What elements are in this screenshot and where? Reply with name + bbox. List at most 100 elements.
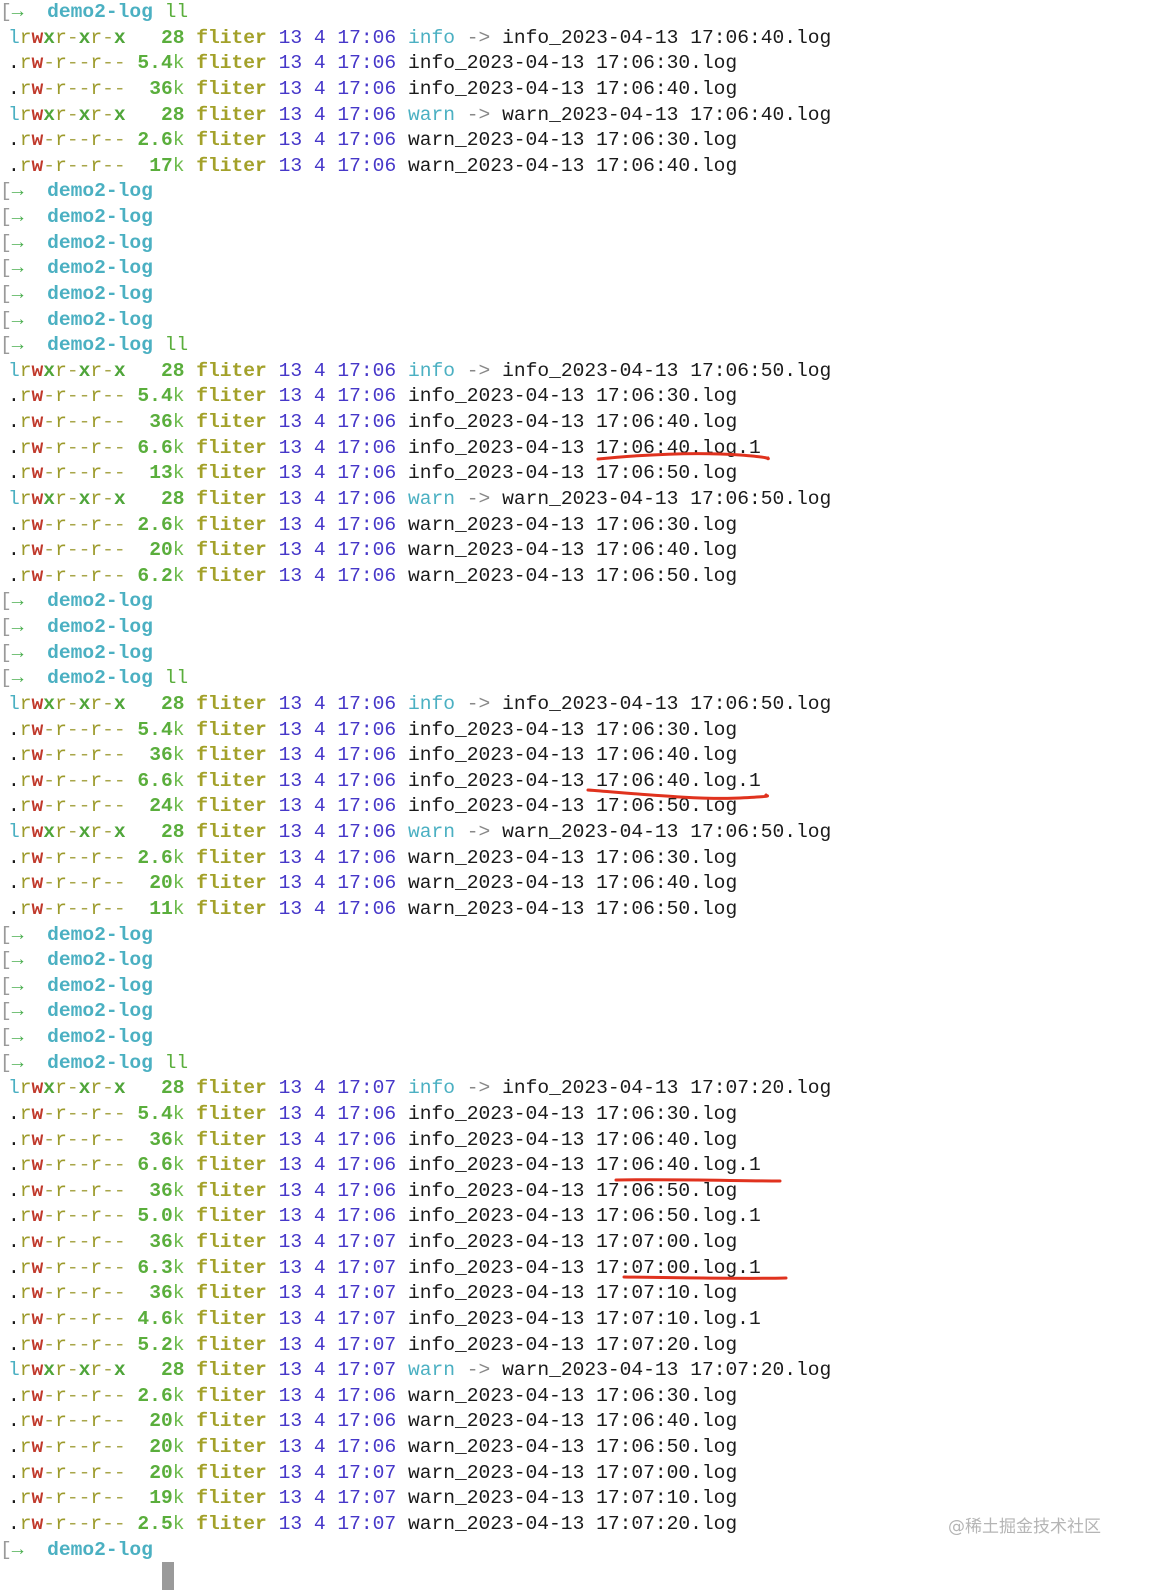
file-name: warn_2023-04-13 17:06:40.log — [407, 1410, 738, 1433]
prompt-directory: demo2-log — [47, 334, 153, 357]
file-size: 20 — [149, 1410, 173, 1433]
permissions: .rw-r--r-- — [8, 385, 126, 408]
date-month: 4 — [313, 795, 326, 818]
permissions: .rw-r--r-- — [8, 1384, 126, 1407]
file-size-unit: k — [172, 1307, 185, 1330]
file-size-unit: k — [172, 539, 185, 562]
owner: fliter — [196, 1128, 267, 1151]
permissions: .rw-r--r-- — [8, 1102, 126, 1125]
prompt-command: ll — [164, 334, 189, 357]
date-day: 13 — [278, 513, 303, 536]
file-size-unit: k — [172, 1205, 185, 1228]
owner: fliter — [196, 1333, 267, 1356]
date-day: 13 — [278, 77, 303, 100]
file-size: 13 — [149, 462, 173, 485]
file-size: 5.0 — [137, 1205, 173, 1228]
file-entry: .rw-r--r-- 2.6k fliter 13 4 17:06 warn_2… — [0, 846, 831, 872]
owner: fliter — [196, 1436, 267, 1458]
date-month: 4 — [313, 385, 326, 408]
file-size-unit: k — [172, 1282, 185, 1305]
modified-time: 17:06 — [337, 1384, 397, 1407]
date-day: 13 — [278, 718, 303, 741]
file-name: info_2023-04-13 17:06:30.log — [407, 1102, 738, 1125]
prompt-directory: demo2-log — [47, 974, 153, 997]
prompt-bracket: [ — [0, 1538, 12, 1561]
prompt-bracket: [ — [0, 590, 12, 613]
prompt-bracket: [ — [0, 667, 12, 690]
file-name: warn_2023-04-13 17:06:40.log — [407, 872, 738, 895]
permissions: lrwxr-xr-x — [8, 1359, 126, 1382]
date-month: 4 — [313, 462, 326, 485]
owner: fliter — [196, 769, 267, 792]
file-name: warn_2023-04-13 17:06:40.log — [407, 539, 738, 562]
owner: fliter — [196, 1461, 267, 1484]
file-entry: .rw-r--r-- 5.4k fliter 13 4 17:06 info_2… — [0, 1102, 831, 1128]
owner: fliter — [196, 1205, 267, 1228]
symlink-name: warn — [407, 1359, 455, 1382]
file-size: 28 — [160, 359, 185, 382]
modified-time: 17:07 — [337, 1231, 397, 1253]
prompt-bracket: [ — [0, 231, 12, 254]
owner: fliter — [196, 26, 267, 49]
file-size-unit: k — [172, 1256, 185, 1279]
date-day: 13 — [278, 487, 303, 510]
permissions: .rw-r--r-- — [8, 436, 126, 459]
owner: fliter — [196, 846, 267, 869]
file-size: 6.3 — [137, 1256, 173, 1279]
file-name: warn_2023-04-13 17:06:50.log — [407, 564, 738, 587]
permissions: lrwxr-xr-x — [8, 821, 126, 843]
file-size: 36 — [149, 744, 173, 767]
file-size: 28 — [160, 103, 185, 126]
file-entry: .rw-r--r-- 5.4k fliter 13 4 17:06 info_2… — [0, 51, 831, 77]
file-entry: lrwxr-xr-x 28 fliter 13 4 17:06 warn -> … — [0, 487, 831, 513]
prompt-line: [→ demo2-log — [0, 948, 831, 974]
prompt-arrow-icon: → — [11, 923, 24, 946]
owner: fliter — [196, 129, 267, 152]
file-size-unit: k — [172, 769, 185, 792]
prompt-bracket: [ — [0, 923, 12, 946]
file-size: 5.4 — [137, 385, 173, 408]
date-day: 13 — [278, 872, 303, 895]
file-entry: .rw-r--r-- 5.4k fliter 13 4 17:06 info_2… — [0, 718, 831, 744]
owner: fliter — [196, 52, 267, 75]
prompt-bracket: [ — [0, 334, 12, 357]
symlink-name: warn — [407, 103, 455, 126]
file-size: 20 — [149, 1461, 173, 1484]
prompt-directory: demo2-log — [47, 1026, 153, 1048]
prompt-command: ll — [164, 1, 189, 23]
file-name: info_2023-04-13 17:06:30.log — [407, 718, 738, 741]
owner: fliter — [196, 1512, 267, 1535]
file-name: info_2023-04-13 17:06:50.log — [407, 795, 738, 818]
permissions: .rw-r--r-- — [8, 462, 126, 485]
file-entry: .rw-r--r-- 20k fliter 13 4 17:06 warn_20… — [0, 871, 831, 897]
permissions: .rw-r--r-- — [8, 1154, 126, 1177]
permissions: .rw-r--r-- — [8, 744, 126, 767]
file-entry: .rw-r--r-- 19k fliter 13 4 17:07 warn_20… — [0, 1486, 831, 1512]
date-month: 4 — [313, 103, 326, 126]
date-day: 13 — [278, 1512, 303, 1535]
permissions: .rw-r--r-- — [8, 897, 126, 920]
prompt-line: [→ demo2-log — [0, 615, 831, 641]
file-size: 17 — [149, 154, 173, 177]
file-size: 28 — [160, 487, 185, 510]
file-size: 6.6 — [137, 769, 173, 792]
prompt-bracket: [ — [0, 616, 12, 638]
prompt-directory: demo2-log — [47, 180, 153, 203]
date-month: 4 — [313, 1359, 326, 1382]
date-month: 4 — [313, 846, 326, 869]
modified-time: 17:07 — [337, 1359, 397, 1382]
prompt-command: ll — [164, 1051, 189, 1074]
prompt-arrow-icon: → — [11, 641, 24, 664]
modified-time: 17:06 — [337, 821, 397, 843]
file-entry: .rw-r--r-- 5.0k fliter 13 4 17:06 info_2… — [0, 1204, 831, 1230]
file-size: 5.4 — [137, 718, 173, 741]
file-entry: .rw-r--r-- 36k fliter 13 4 17:06 info_20… — [0, 77, 831, 103]
file-name: warn_2023-04-13 17:06:50.log — [407, 1436, 738, 1458]
file-size-unit: k — [172, 411, 185, 433]
prompt-bracket: [ — [0, 641, 12, 664]
modified-time: 17:06 — [337, 795, 397, 818]
permissions: .rw-r--r-- — [8, 1256, 126, 1279]
owner: fliter — [196, 1154, 267, 1177]
modified-time: 17:06 — [337, 769, 397, 792]
modified-time: 17:06 — [337, 872, 397, 895]
